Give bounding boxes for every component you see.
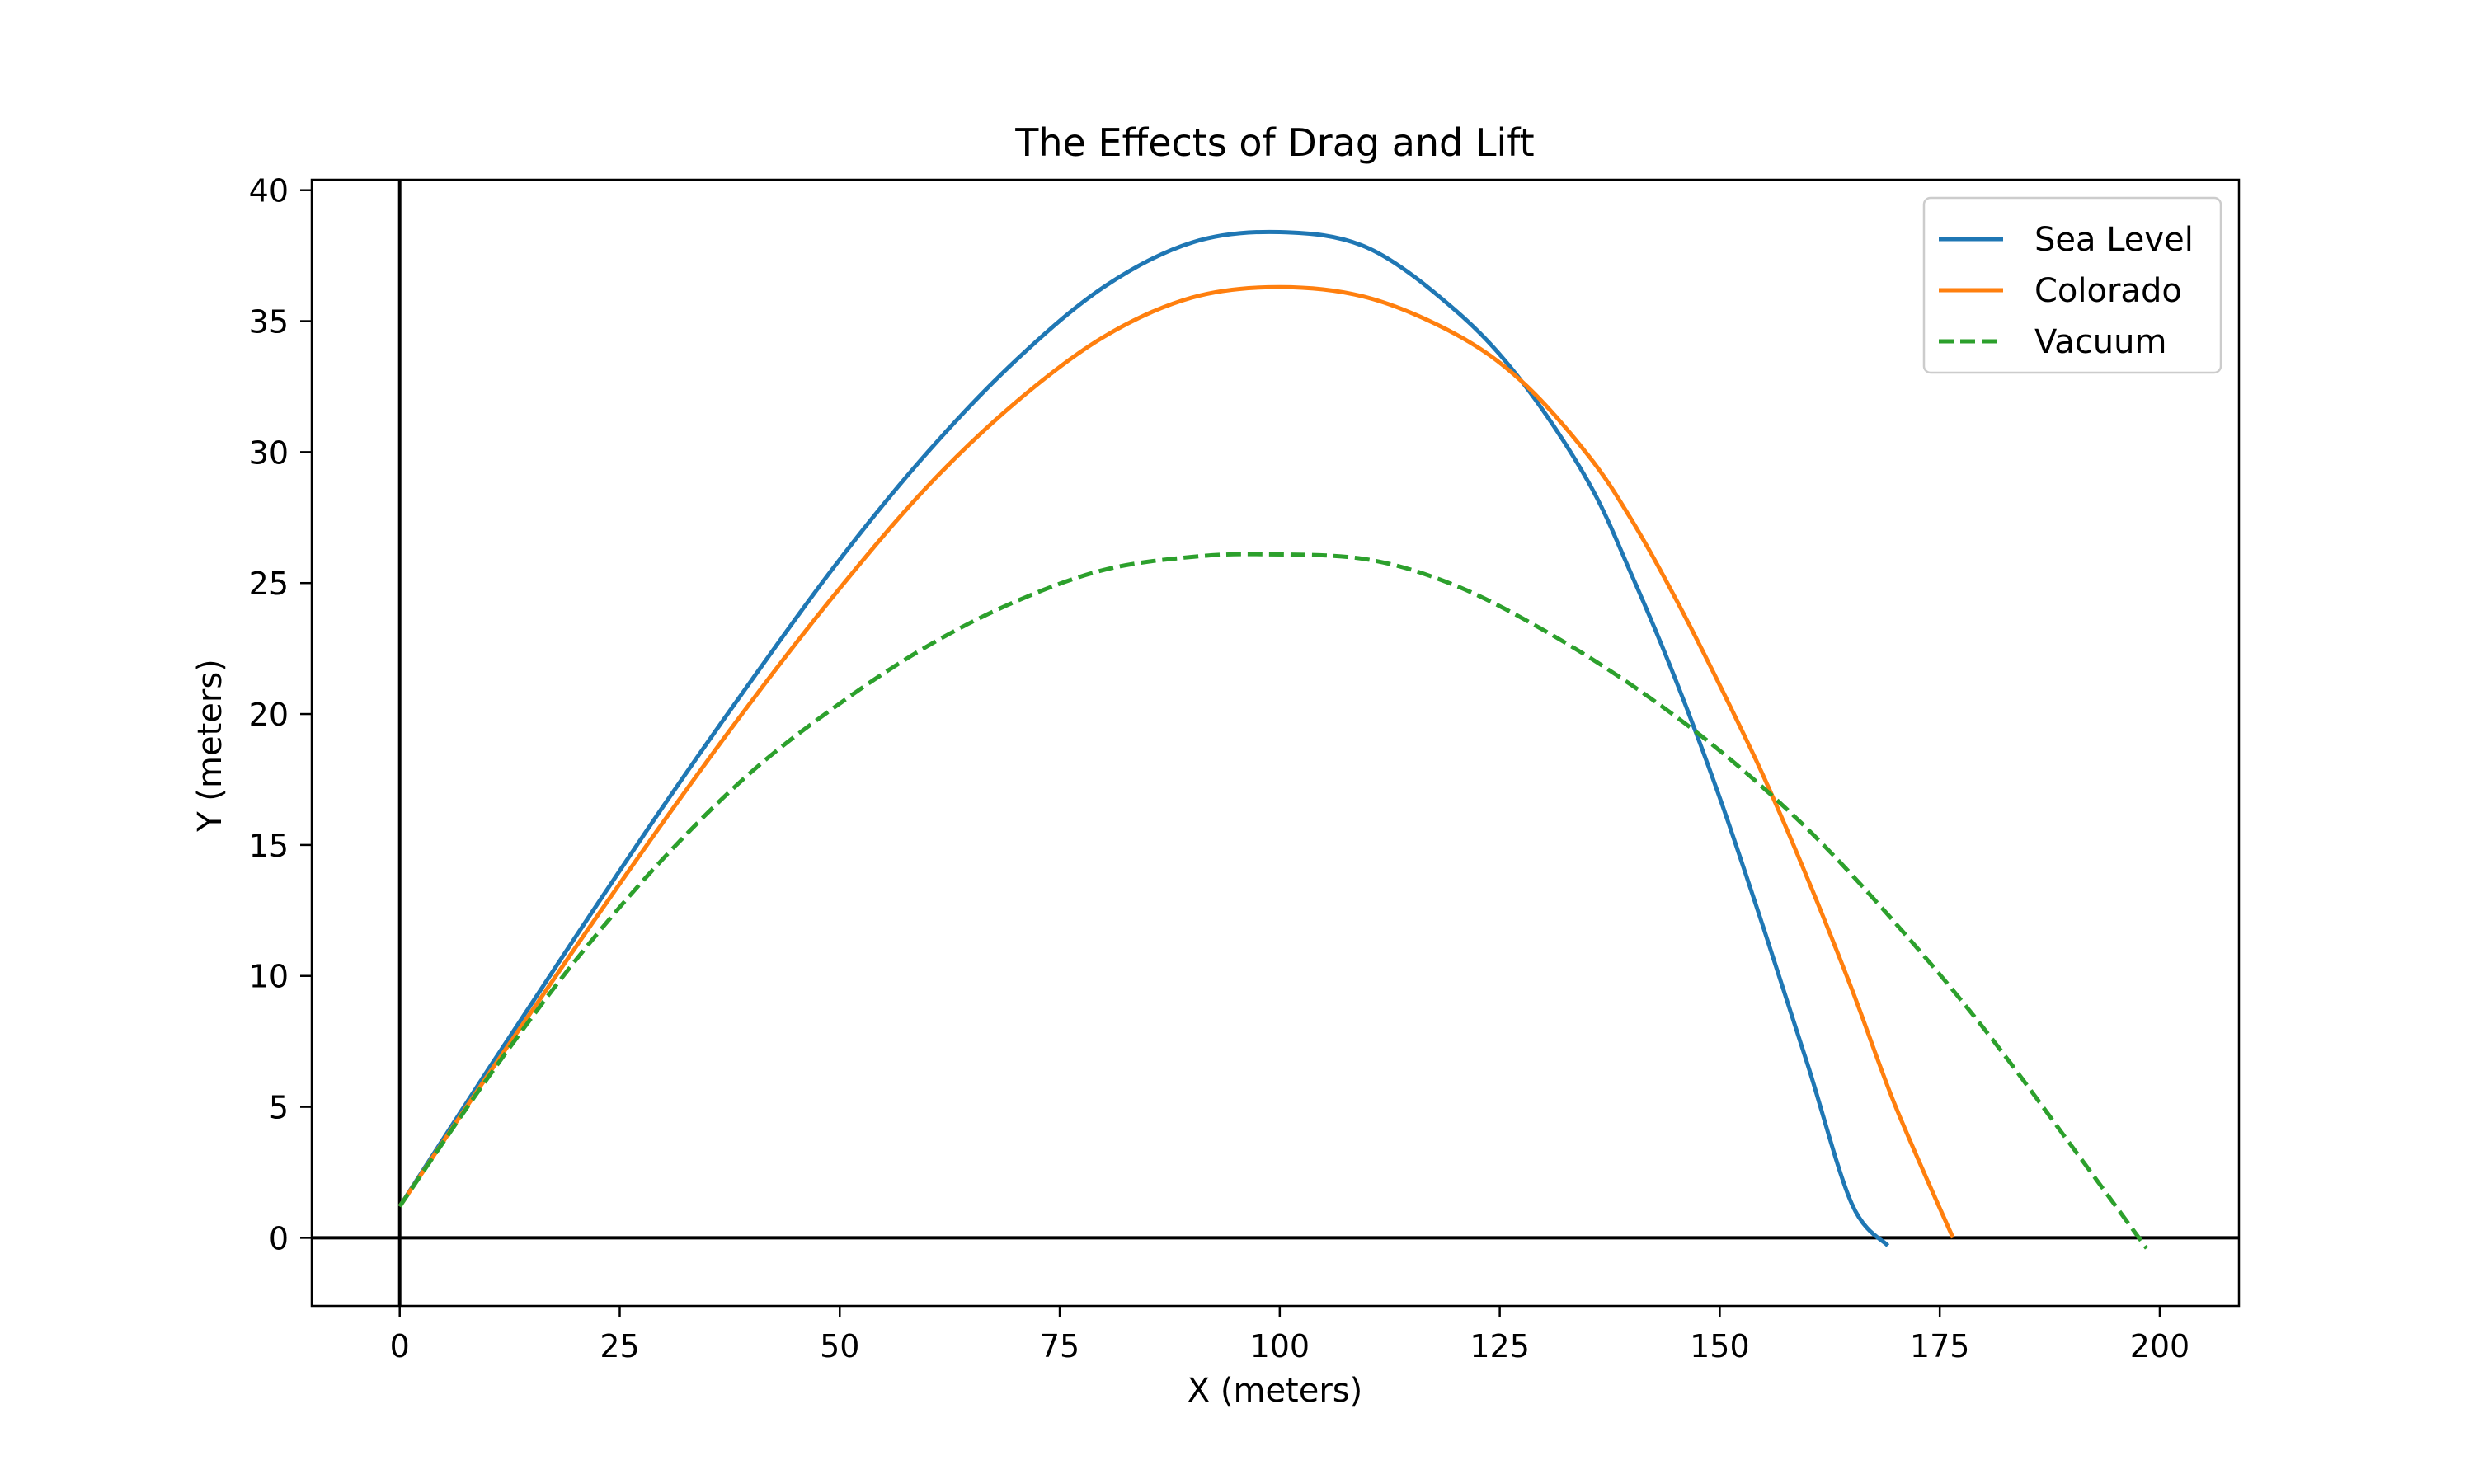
series-line-colorado (397, 284, 1955, 1239)
legend-box (1922, 196, 2222, 374)
x-tick-label: 150 (1690, 1328, 1750, 1364)
axis-ticks: 0 25 50 75 100 125 150 175 200 0 5 10 15 20 25 30 35 40 (249, 173, 2190, 1364)
x-axis-label: X (meters) (1188, 1372, 1362, 1410)
x-tick-label: 175 (1910, 1328, 1970, 1364)
x-tick-label: 100 (1250, 1328, 1310, 1364)
y-tick-label: 20 (249, 697, 289, 733)
x-tick-label: 125 (1470, 1328, 1530, 1364)
y-axis-label: Y (meters) (191, 659, 229, 833)
y-tick-label: 15 (249, 828, 289, 864)
y-tick-label: 0 (269, 1220, 289, 1256)
x-tick-label: 25 (600, 1328, 639, 1364)
chart-title: The Effects of Drag and Lift (1014, 120, 1534, 165)
legend-label-sea-level: Sea Level (2034, 221, 2194, 259)
plot-area (310, 178, 2241, 1308)
y-tick-label: 25 (249, 566, 289, 602)
y-tick-label: 10 (249, 959, 289, 995)
y-tick-label: 5 (269, 1090, 289, 1126)
legend-label-vacuum: Vacuum (2034, 323, 2166, 361)
series-line-sea-level (397, 229, 1890, 1247)
series-line-vacuum (397, 552, 2149, 1250)
legend-label-colorado: Colorado (2034, 272, 2182, 310)
x-tick-label: 50 (820, 1328, 859, 1364)
x-tick-label: 0 (390, 1328, 410, 1364)
series-group (397, 229, 2149, 1250)
y-tick-label: 35 (249, 304, 289, 340)
axes-frame (310, 178, 2241, 1308)
y-tick-label: 40 (249, 173, 289, 209)
x-tick-label: 200 (2130, 1328, 2190, 1364)
y-tick-label: 30 (249, 434, 289, 471)
x-tick-label: 75 (1040, 1328, 1079, 1364)
legend: Sea Level Colorado Vacuum (1922, 196, 2222, 374)
